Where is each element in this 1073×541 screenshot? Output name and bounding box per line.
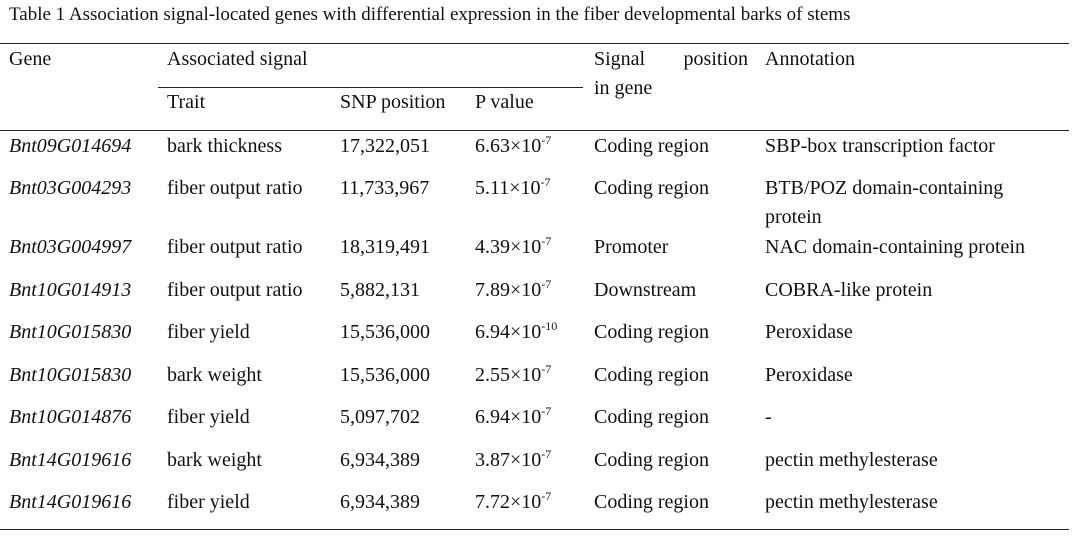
header-snp-position: SNP position [340,91,446,113]
annotation-line: - [765,406,772,428]
header-in-gene: in gene [594,77,653,99]
trait-cell: fiber output ratio [167,177,303,199]
annotation-cell: SBP-box transcription factor [765,132,995,161]
annotation-cell: BTB/POZ domain-containing protein [765,174,1003,232]
p-value-exponent: -7 [540,175,551,189]
annotation-line: pectin methylesterase [765,491,938,513]
signal-position-cell: Coding region [594,406,709,428]
snp-position-cell: 18,319,491 [340,236,430,258]
p-value-exponent: -7 [541,362,552,376]
p-value-exponent: -7 [541,234,552,248]
annotation-cell: pectin methylesterase [765,446,938,475]
header-associated-signal: Associated signal [167,48,308,70]
annotation-line-continued: protein [765,206,822,228]
signal-position-cell: Coding region [594,364,709,386]
gene-cell: Bnt03G004293 [9,177,132,199]
trait-cell: fiber output ratio [167,279,303,301]
signal-position-cell: Promoter [594,236,669,258]
header-p-value: P value [475,91,534,113]
gene-cell: Bnt10G015830 [9,321,132,343]
p-value-exponent: -7 [541,404,552,418]
annotation-cell: Peroxidase [765,361,853,390]
gene-cell: Bnt14G019616 [9,491,132,513]
snp-position-cell: 6,934,389 [340,491,420,513]
gene-cell: Bnt10G015830 [9,364,132,386]
p-value-exponent: -7 [541,489,552,503]
annotation-cell: COBRA-like protein [765,276,932,305]
trait-cell: bark weight [167,364,262,386]
header-position-word: position [683,48,748,70]
top-rule [0,43,1069,44]
gene-cell: Bnt03G004997 [9,236,132,258]
p-value-base: 4.39×10 [475,236,542,258]
annotation-line: Peroxidase [765,321,853,343]
annotation-cell: NAC domain-containing protein [765,233,1025,262]
annotation-cell: Peroxidase [765,318,853,347]
signal-position-cell: Coding region [594,449,709,471]
p-value-cell: 7.72×10-7 [475,488,551,517]
annotation-line: NAC domain-containing protein [765,236,1025,258]
signal-position-cell: Coding region [594,135,709,157]
annotation-cell: pectin methylesterase [765,488,938,517]
gene-cell: Bnt09G014694 [9,135,132,157]
p-value-cell: 5.11×10-7 [475,174,551,203]
trait-cell: fiber yield [167,321,250,343]
p-value-exponent: -7 [541,133,552,147]
header-trait: Trait [167,91,206,113]
p-value-base: 7.72×10 [475,491,542,513]
gene-cell: Bnt10G014913 [9,279,132,301]
header-annotation: Annotation [765,48,855,70]
p-value-exponent: -10 [541,319,558,333]
p-value-cell: 2.55×10-7 [475,361,551,390]
signal-position-cell: Coding region [594,491,709,513]
trait-cell: fiber yield [167,491,250,513]
annotation-line: BTB/POZ domain-containing [765,177,1004,199]
annotation-cell: - [765,403,772,432]
snp-position-cell: 17,322,051 [340,135,430,157]
snp-position-cell: 5,882,131 [340,279,420,301]
p-value-base: 2.55×10 [475,364,542,386]
trait-cell: fiber yield [167,406,250,428]
p-value-exponent: -7 [541,447,552,461]
p-value-base: 6.94×10 [475,321,542,343]
associated-signal-rule [158,87,583,88]
p-value-base: 5.11×10 [475,177,541,199]
header-bottom-rule [0,130,1069,131]
p-value-base: 7.89×10 [475,279,542,301]
table-caption: Table 1 Association signal-located genes… [9,4,851,25]
p-value-cell: 6.94×10-10 [475,318,557,347]
p-value-cell: 6.94×10-7 [475,403,551,432]
p-value-cell: 4.39×10-7 [475,233,551,262]
p-value-cell: 3.87×10-7 [475,446,551,475]
signal-position-cell: Coding region [594,177,709,199]
header-gene: Gene [9,48,52,70]
bottom-rule [0,529,1069,530]
trait-cell: bark thickness [167,135,282,157]
snp-position-cell: 15,536,000 [340,364,430,386]
p-value-exponent: -7 [541,277,552,291]
header-signal-word: Signal [594,48,646,70]
signal-position-cell: Coding region [594,321,709,343]
annotation-line: Peroxidase [765,364,853,386]
snp-position-cell: 11,733,967 [340,177,430,199]
p-value-cell: 7.89×10-7 [475,276,551,305]
header-signal-position: Signal position in gene [594,45,748,103]
p-value-base: 3.87×10 [475,449,542,471]
snp-position-cell: 5,097,702 [340,406,420,428]
snp-position-cell: 6,934,389 [340,449,420,471]
gene-cell: Bnt14G019616 [9,449,132,471]
trait-cell: fiber output ratio [167,236,303,258]
trait-cell: bark weight [167,449,262,471]
p-value-cell: 6.63×10-7 [475,132,551,161]
annotation-line: pectin methylesterase [765,449,938,471]
p-value-base: 6.63×10 [475,135,542,157]
snp-position-cell: 15,536,000 [340,321,430,343]
annotation-line: COBRA-like protein [765,279,933,301]
p-value-base: 6.94×10 [475,406,542,428]
gene-cell: Bnt10G014876 [9,406,132,428]
annotation-line: SBP-box transcription factor [765,135,995,157]
signal-position-cell: Downstream [594,279,697,301]
